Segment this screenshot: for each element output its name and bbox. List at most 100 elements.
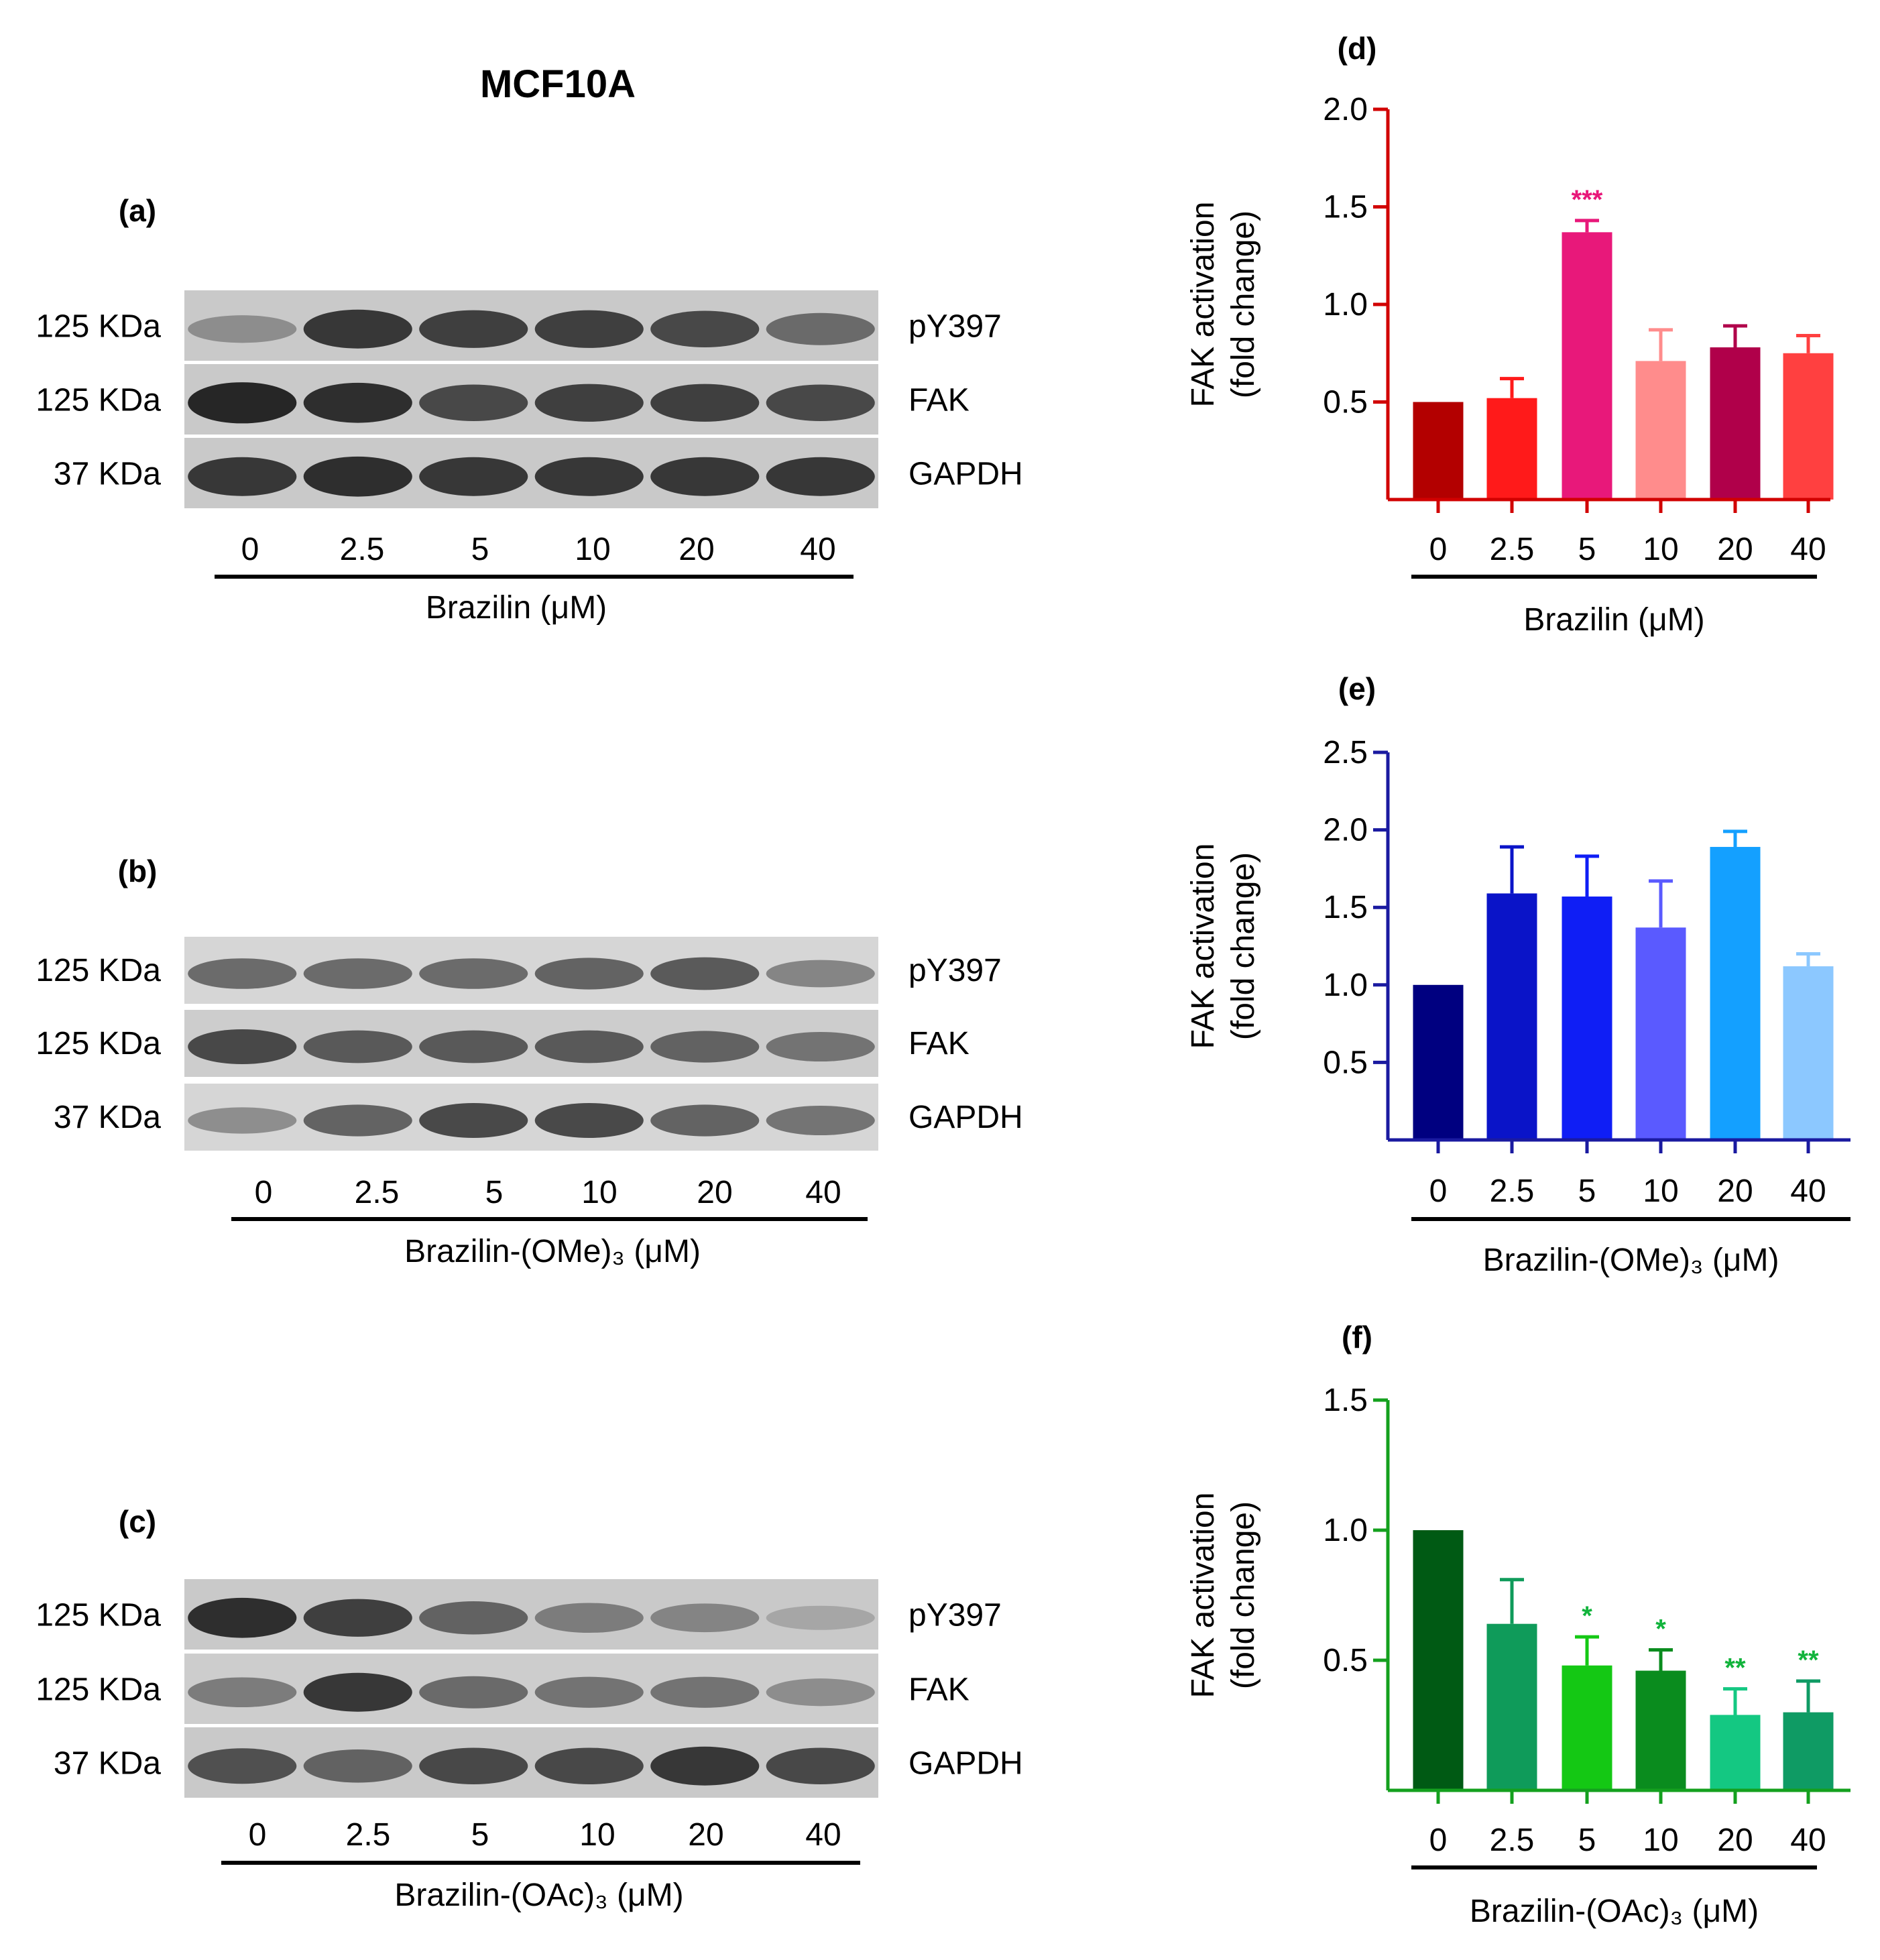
x-tick-label: 20	[1717, 1823, 1753, 1858]
x-tick-label: 2.5	[1490, 532, 1535, 567]
x-tick-label: 40	[1790, 532, 1826, 567]
lane-label: 10	[579, 1817, 615, 1853]
y-axis-label: FAK activation	[1185, 844, 1221, 1049]
bar	[1413, 1530, 1464, 1790]
blot-band	[419, 1676, 528, 1709]
lane-label: 2.5	[340, 532, 385, 567]
molecular-weight-label: 125 KDa	[36, 1026, 161, 1061]
y-axis-label: FAK activation	[1185, 1493, 1221, 1698]
x-tick-label: 10	[1643, 1173, 1678, 1209]
significance-marker: **	[1724, 1654, 1746, 1683]
bar	[1783, 1712, 1834, 1790]
blot-band	[419, 1601, 528, 1635]
y-axis-title: FAK activation (fold change)	[1185, 844, 1261, 1049]
x-tick-label: 20	[1717, 532, 1753, 567]
x-tick-label: 10	[1643, 532, 1678, 567]
blot-strip	[184, 1010, 878, 1077]
molecular-weight-label: 125 KDa	[36, 382, 161, 418]
bar	[1486, 398, 1537, 500]
molecular-weight-label: 125 KDa	[36, 1597, 161, 1633]
blot-band	[419, 457, 528, 496]
y-tick-label: 1.5	[1323, 1383, 1368, 1418]
bar-chart: (d) FAK activation (fold change) *** 0.5 1.0 1…	[1185, 31, 1834, 638]
blot-band	[766, 1747, 875, 1785]
blot-strip	[184, 290, 878, 361]
blot-band	[534, 1103, 644, 1138]
blot-band	[650, 457, 760, 496]
protein-label: GAPDH	[908, 456, 1023, 492]
blot-band	[766, 960, 875, 988]
y-tick-label: 1.5	[1323, 890, 1368, 925]
figure-title: MCF10A	[480, 62, 636, 106]
blot-band	[650, 384, 760, 422]
bar	[1486, 1623, 1537, 1790]
y-axis-label-units: (fold change)	[1226, 211, 1261, 398]
blot-band	[534, 958, 644, 990]
blot-strip	[184, 1579, 878, 1650]
protein-label: GAPDH	[908, 1745, 1023, 1781]
blot-panel: (b) 125 KDa pY397 125 KDa FAK 37 KDa GAPDH 0 2.5…	[36, 854, 1023, 1269]
significance-marker: *	[1582, 1601, 1592, 1631]
blot-band	[419, 384, 528, 422]
bar	[1413, 402, 1464, 500]
molecular-weight-label: 125 KDa	[36, 308, 161, 344]
treatment-label: Brazilin-(OMe)₃ (μM)	[404, 1234, 701, 1269]
bar	[1710, 1715, 1761, 1790]
y-tick-label: 2.0	[1323, 813, 1368, 848]
blot-band	[188, 382, 297, 424]
bar-chart: (e) FAK activation (fold change) 0.5 1.0 1.5 2…	[1185, 671, 1850, 1278]
y-tick-label: 0.5	[1323, 1045, 1368, 1080]
x-tick-label: 2.5	[1490, 1823, 1535, 1858]
y-tick-label: 0.5	[1323, 1643, 1368, 1678]
lane-label: 2.5	[346, 1817, 391, 1853]
blot-band	[303, 309, 412, 349]
x-tick-label: 5	[1578, 1823, 1596, 1858]
bar	[1562, 897, 1612, 1140]
blot-band	[419, 1030, 528, 1063]
blot-band	[766, 1106, 875, 1135]
blot-panels: (a) 125 KDa pY397 125 KDa FAK 37 KDa GAPDH 0 2.5…	[36, 193, 1023, 1913]
y-axis-title: FAK activation (fold change)	[1185, 1493, 1261, 1698]
lane-label: 0	[255, 1175, 273, 1210]
y-tick-label: 1.0	[1323, 287, 1368, 323]
protein-label: pY397	[908, 953, 1002, 988]
bar	[1562, 232, 1612, 500]
x-tick-label: 40	[1790, 1173, 1826, 1209]
blot-band	[534, 384, 644, 422]
blot-band	[534, 1603, 644, 1633]
y-axis-label-units: (fold change)	[1226, 1501, 1261, 1689]
x-tick-label: 2.5	[1490, 1173, 1535, 1209]
significance-marker: **	[1798, 1646, 1819, 1675]
panel-label: (d)	[1338, 31, 1377, 66]
blot-band	[188, 1597, 297, 1638]
bar	[1562, 1665, 1612, 1790]
blot-band	[766, 1032, 875, 1061]
y-axis-label-units: (fold change)	[1226, 852, 1261, 1040]
y-tick-label: 0.5	[1323, 385, 1368, 420]
molecular-weight-label: 125 KDa	[36, 953, 161, 988]
chart-panels: (d)FAK activation (fold change)***0.51.01…	[1185, 31, 1850, 1929]
blot-band	[419, 310, 528, 348]
y-tick-label: 2.5	[1323, 735, 1368, 770]
lane-label: 40	[805, 1175, 841, 1210]
blot-band	[766, 384, 875, 422]
lane-label: 10	[575, 532, 610, 567]
blot-band	[534, 1676, 644, 1708]
lane-label: 5	[471, 1817, 489, 1853]
molecular-weight-label: 37 KDa	[54, 1100, 161, 1135]
treatment-label: Brazilin (μM)	[426, 590, 607, 626]
blot-band	[766, 1678, 875, 1707]
y-tick-label: 1.5	[1323, 190, 1368, 225]
blot-band	[303, 1030, 412, 1063]
blot-band	[188, 1748, 297, 1784]
lane-label: 20	[688, 1817, 723, 1853]
bar	[1710, 847, 1761, 1140]
lane-label: 0	[249, 1817, 267, 1853]
bar	[1486, 893, 1537, 1140]
lane-label: 5	[485, 1175, 504, 1210]
blot-band	[303, 958, 412, 989]
x-tick-label: 40	[1790, 1823, 1826, 1858]
molecular-weight-label: 37 KDa	[54, 1745, 161, 1781]
protein-label: FAK	[908, 1672, 970, 1707]
